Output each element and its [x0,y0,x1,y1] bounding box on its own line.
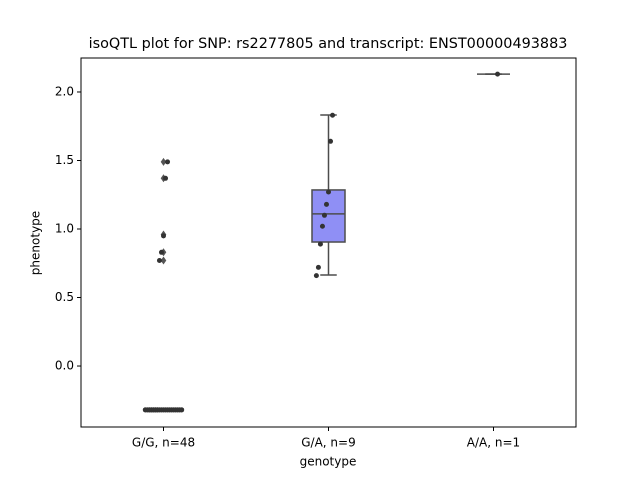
flier [160,256,167,265]
flier [160,157,167,166]
y-tick-label: 1.0 [55,222,74,236]
plot-frame [80,57,577,428]
x-tick-label: G/G, n=48 [132,436,195,450]
y-tick-label: 1.5 [55,153,74,167]
point [158,249,164,255]
chart-title: isoQTL plot for SNP: rs2277805 and trans… [89,36,568,52]
point [326,189,331,195]
point [330,112,336,118]
point [323,201,329,207]
y-tick-label: 2.0 [55,84,74,98]
x-tick-label: G/A, n=9 [301,436,355,450]
point [161,233,166,239]
y-tick-label: 0.0 [55,359,74,373]
point [495,71,501,77]
point [321,212,327,218]
point [163,175,169,181]
point [328,138,334,144]
y-axis-label: phenotype [29,211,43,275]
x-axis-label: genotype [300,455,357,469]
point [165,159,171,165]
point [317,241,323,247]
point [146,407,152,413]
point [156,258,162,264]
y-tick-label: 0.5 [55,290,74,304]
point [315,264,321,270]
point [319,223,325,229]
point [142,407,148,413]
point [313,273,319,279]
box [311,189,346,243]
x-tick-label: A/A, n=1 [467,436,520,450]
